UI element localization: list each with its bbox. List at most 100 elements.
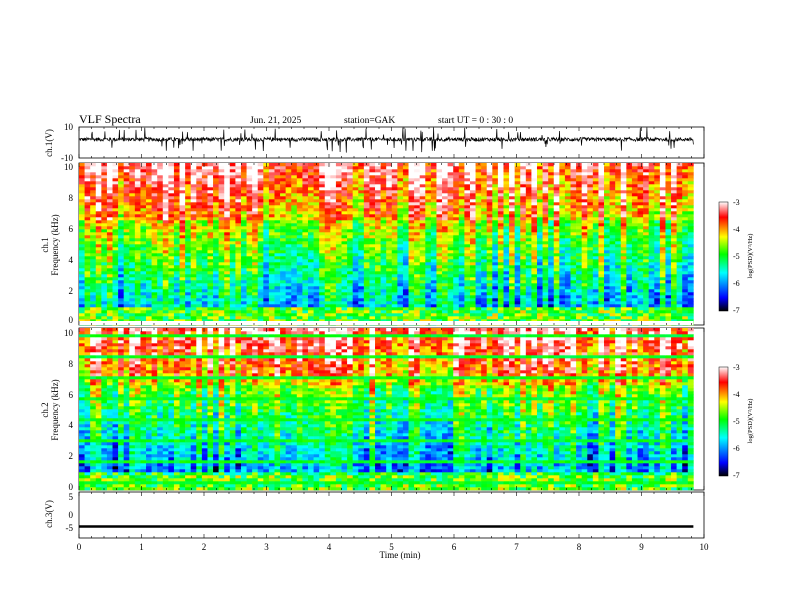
spectrogram-cell — [604, 307, 610, 311]
spectrogram-cell — [648, 307, 655, 311]
spectrogram-cell — [419, 217, 426, 221]
spectrogram-cell — [296, 229, 303, 233]
spectrogram-cell — [196, 217, 203, 221]
spectrogram-cell — [274, 271, 281, 275]
spectrogram-cell — [626, 223, 633, 227]
spectrogram-cell — [118, 274, 124, 278]
spectrogram-cell — [648, 286, 655, 290]
spectrogram-cell — [587, 214, 594, 218]
spectrogram-cell — [296, 271, 303, 275]
spectrogram-cell — [497, 304, 504, 308]
spectrogram-cell — [581, 241, 588, 245]
spectrogram-cell — [375, 250, 381, 254]
spectrogram-cell — [520, 316, 527, 320]
spectrogram-cell — [564, 232, 571, 236]
spectrogram-cell — [201, 253, 208, 257]
spectrogram-cell — [419, 202, 426, 206]
spectrogram-cell — [397, 205, 404, 209]
spectrogram-cell — [469, 208, 476, 212]
spectrogram-cell — [503, 223, 510, 227]
spectrogram-cell — [464, 220, 471, 224]
spectrogram-cell — [151, 274, 158, 278]
spectrogram-cell — [637, 262, 644, 266]
spectrogram-cell — [430, 235, 437, 239]
spectrogram-cell — [671, 229, 677, 233]
spectrogram-cell — [101, 304, 108, 308]
spectrogram-cell — [207, 262, 214, 266]
spectrogram-cell — [79, 196, 85, 200]
spectrogram-cell — [252, 283, 259, 287]
spectrogram-cell — [257, 220, 264, 224]
spectrogram-cell — [391, 208, 398, 212]
spectrogram-cell — [157, 247, 164, 251]
spectrogram-cell — [335, 268, 342, 272]
spectrogram-cell — [173, 232, 180, 236]
spectrogram-cell — [497, 265, 504, 269]
spectrogram-cell — [313, 265, 320, 269]
spectrogram-cell — [162, 256, 169, 260]
spectrogram-cell — [592, 304, 599, 308]
spectrogram-cell — [118, 307, 124, 311]
spectrogram-cell — [358, 232, 365, 236]
spectrogram-cell — [319, 223, 326, 227]
spectrogram-cell — [486, 292, 493, 296]
spectrogram-cell — [324, 319, 331, 323]
spectrogram-cell — [486, 196, 493, 200]
spectrogram-cell — [90, 313, 97, 317]
spectrogram-cell — [604, 319, 610, 323]
spectrogram-cell — [173, 229, 180, 233]
spectrogram-cell — [626, 271, 633, 275]
spectrogram-cell — [129, 268, 136, 272]
spectrogram-cell — [185, 241, 192, 245]
spectrogram-cell — [458, 316, 465, 320]
spectrogram-cell — [559, 226, 566, 230]
spectrogram-cell — [213, 304, 219, 308]
spectrogram-cell — [335, 319, 342, 323]
spectrogram-cell — [671, 235, 677, 239]
spectrogram-cell — [598, 295, 605, 299]
spectrogram-cell — [224, 295, 231, 299]
spectrogram-cell — [118, 283, 124, 287]
spectrogram-cell — [447, 292, 454, 296]
spectrogram-cell — [548, 250, 555, 254]
spectrogram-cell — [604, 235, 610, 239]
spectrogram-cell — [397, 226, 404, 230]
spectrogram-cell — [140, 223, 147, 227]
spectrogram-cell — [425, 211, 432, 215]
spectrogram-cell — [492, 301, 499, 305]
spectrogram-cell — [520, 250, 527, 254]
spectrogram-cell — [671, 253, 677, 257]
spectrogram-cell — [134, 232, 141, 236]
spectrogram-cell — [659, 280, 666, 284]
spectrogram-cell — [240, 298, 247, 302]
spectrogram-cell — [352, 250, 359, 254]
spectrogram-cell — [190, 283, 197, 287]
spectrogram-cell — [369, 304, 376, 308]
spectrogram-cell — [615, 241, 622, 245]
spectrogram-cell — [408, 310, 415, 314]
spectrogram-cell — [190, 238, 197, 242]
spectrogram-cell — [129, 298, 136, 302]
spectrogram-cell — [380, 199, 387, 203]
spectrogram-cell — [481, 217, 488, 221]
spectrogram-cell — [201, 298, 208, 302]
spectrogram-cell — [492, 262, 499, 266]
spectrogram-cell — [671, 226, 677, 230]
spectrogram-cell — [274, 304, 281, 308]
spectrogram-cell — [151, 301, 158, 305]
spectrogram-cell — [536, 268, 543, 272]
spectrogram-cell — [268, 241, 275, 245]
spectrogram-cell — [654, 247, 661, 251]
spectrogram-cell — [464, 295, 471, 299]
spectrogram-cell — [430, 256, 437, 260]
spectrogram-cell — [654, 250, 661, 254]
spectrogram-cell — [347, 253, 353, 257]
spectrogram-cell — [609, 316, 616, 320]
spectrogram-cell — [190, 268, 197, 272]
spectrogram-cell — [90, 259, 97, 263]
spectrogram-cell — [84, 313, 91, 317]
spectrogram-cell — [185, 304, 192, 308]
spectrogram-cell — [609, 295, 616, 299]
spectrogram-cell — [268, 214, 275, 218]
spectrogram-cell — [615, 202, 622, 206]
